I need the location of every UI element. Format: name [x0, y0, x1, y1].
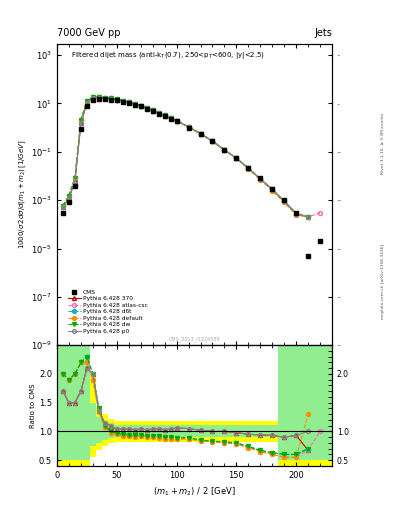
Text: CMS_2013_I1224539: CMS_2013_I1224539	[169, 336, 220, 342]
Text: Filtered dijet mass (anti-k$_T$(0.7), 250<p$_T$<600, |y|<2.5): Filtered dijet mass (anti-k$_T$(0.7), 25…	[71, 50, 264, 60]
Text: Rivet 3.1.10, ≥ 3.3M events: Rivet 3.1.10, ≥ 3.3M events	[381, 113, 385, 174]
Legend: CMS, Pythia 6.428 370, Pythia 6.428 atlas-csc, Pythia 6.428 d6t, Pythia 6.428 de: CMS, Pythia 6.428 370, Pythia 6.428 atla…	[65, 287, 150, 336]
Y-axis label: $1000/\sigma\,2d\sigma/d(m_1 + m_2)\,[1/GeV]$: $1000/\sigma\,2d\sigma/d(m_1 + m_2)\,[1/…	[18, 140, 28, 249]
Text: 7000 GeV pp: 7000 GeV pp	[57, 28, 121, 38]
X-axis label: $(m_1 + m_2)\ /\ 2\ [\mathrm{GeV}]$: $(m_1 + m_2)\ /\ 2\ [\mathrm{GeV}]$	[153, 485, 236, 498]
Text: mcplots.cern.ch [arXiv:1306.3436]: mcplots.cern.ch [arXiv:1306.3436]	[381, 244, 385, 319]
Y-axis label: Ratio to CMS: Ratio to CMS	[30, 383, 36, 428]
Text: Jets: Jets	[314, 28, 332, 38]
